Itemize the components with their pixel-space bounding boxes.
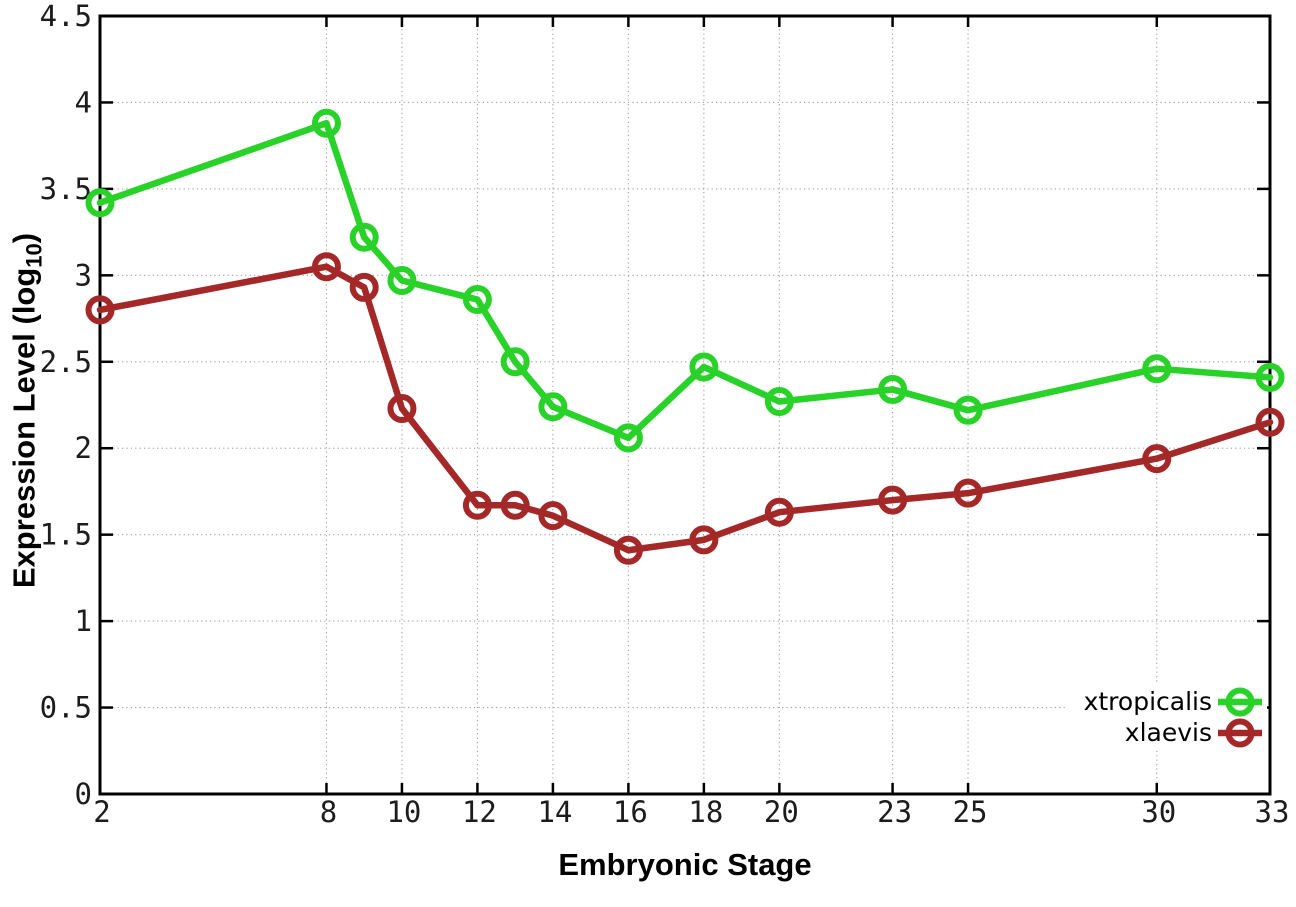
plot-border [98, 14, 1272, 796]
data-point-marker [1255, 407, 1285, 437]
data-point-marker [538, 501, 568, 531]
x-tick-label: 25 [953, 795, 988, 829]
data-point-marker [387, 393, 417, 423]
data-point-marker [878, 485, 908, 515]
x-tick-label: 12 [462, 795, 497, 829]
series-line-xlaevis [96, 263, 1274, 554]
x-tick-label: 2 [93, 795, 110, 829]
gridlines [99, 15, 1271, 794]
data-point-marker [689, 525, 719, 555]
data-point-marker [689, 352, 719, 382]
y-axis-title-suffix: ) [6, 232, 42, 244]
legend-sample-marker-xlaevis [1225, 718, 1255, 748]
y-tick-labels: 0 0.5 1 1.5 2 2.5 3 3.5 4 4.5 [40, 0, 92, 811]
data-point-marker [311, 252, 341, 282]
data-point-marker [613, 423, 643, 453]
legend-sample-marker-xtropicalis [1225, 687, 1255, 717]
data-point-marker [349, 272, 379, 302]
x-tick-label: 16 [613, 795, 648, 829]
x-tick-label: 14 [537, 795, 572, 829]
data-point-marker [462, 490, 492, 520]
x-tick-label: 18 [688, 795, 723, 829]
data-point-marker [387, 266, 417, 296]
y-tick-label: 1 [75, 604, 92, 638]
data-point-marker [1142, 444, 1172, 474]
series-line-xtropicalis [96, 119, 1274, 442]
data-point-marker [85, 295, 115, 325]
data-point-marker [764, 387, 794, 417]
y-tick-label: 0.5 [40, 691, 92, 725]
series-markers-xlaevis [85, 252, 1285, 565]
y-axis-title: Expression Level (log10) [7, 22, 48, 800]
y-tick-label: 1.5 [40, 518, 92, 552]
y-axis-title-subscript: 10 [21, 243, 47, 268]
data-point-marker [1255, 362, 1285, 392]
data-point-marker [953, 478, 983, 508]
data-point-marker [500, 490, 530, 520]
x-tick-label: 10 [386, 795, 421, 829]
y-tick-label: 0 [75, 777, 92, 811]
data-point-marker [462, 285, 492, 315]
data-point-marker [349, 222, 379, 252]
data-point-marker [953, 395, 983, 425]
x-tick-label: 8 [320, 795, 337, 829]
data-point-marker [311, 108, 341, 138]
data-point-marker [500, 347, 530, 377]
legend-label-xlaevis: xlaevis [1125, 718, 1212, 747]
data-point-marker [85, 188, 115, 218]
y-tick-label: 2 [75, 431, 92, 465]
x-tick-label: 30 [1141, 795, 1176, 829]
y-tick-label: 2.5 [40, 345, 92, 379]
x-axis-title: Embryonic Stage [558, 847, 812, 882]
y-tick-label: 3 [75, 258, 92, 292]
series-markers-xtropicalis [85, 108, 1285, 453]
x-tick-label: 33 [1255, 795, 1290, 829]
data-point-marker [613, 535, 643, 565]
y-tick-label: 4.5 [40, 0, 92, 33]
x-tick-labels: 2 8 10 12 14 16 18 20 23 25 30 33 [93, 795, 1289, 829]
axis-ticks [98, 14, 1272, 796]
data-point-marker [764, 497, 794, 527]
y-tick-label: 3.5 [40, 172, 92, 206]
y-axis-title-main: Expression Level (log [6, 267, 42, 589]
legend-label-xtropicalis: xtropicalis [1084, 687, 1212, 716]
data-point-marker [1142, 354, 1172, 384]
x-tick-label: 20 [764, 795, 799, 829]
y-tick-label: 4 [75, 85, 92, 119]
data-point-marker [538, 392, 568, 422]
data-point-marker [878, 374, 908, 404]
x-tick-label: 23 [877, 795, 912, 829]
